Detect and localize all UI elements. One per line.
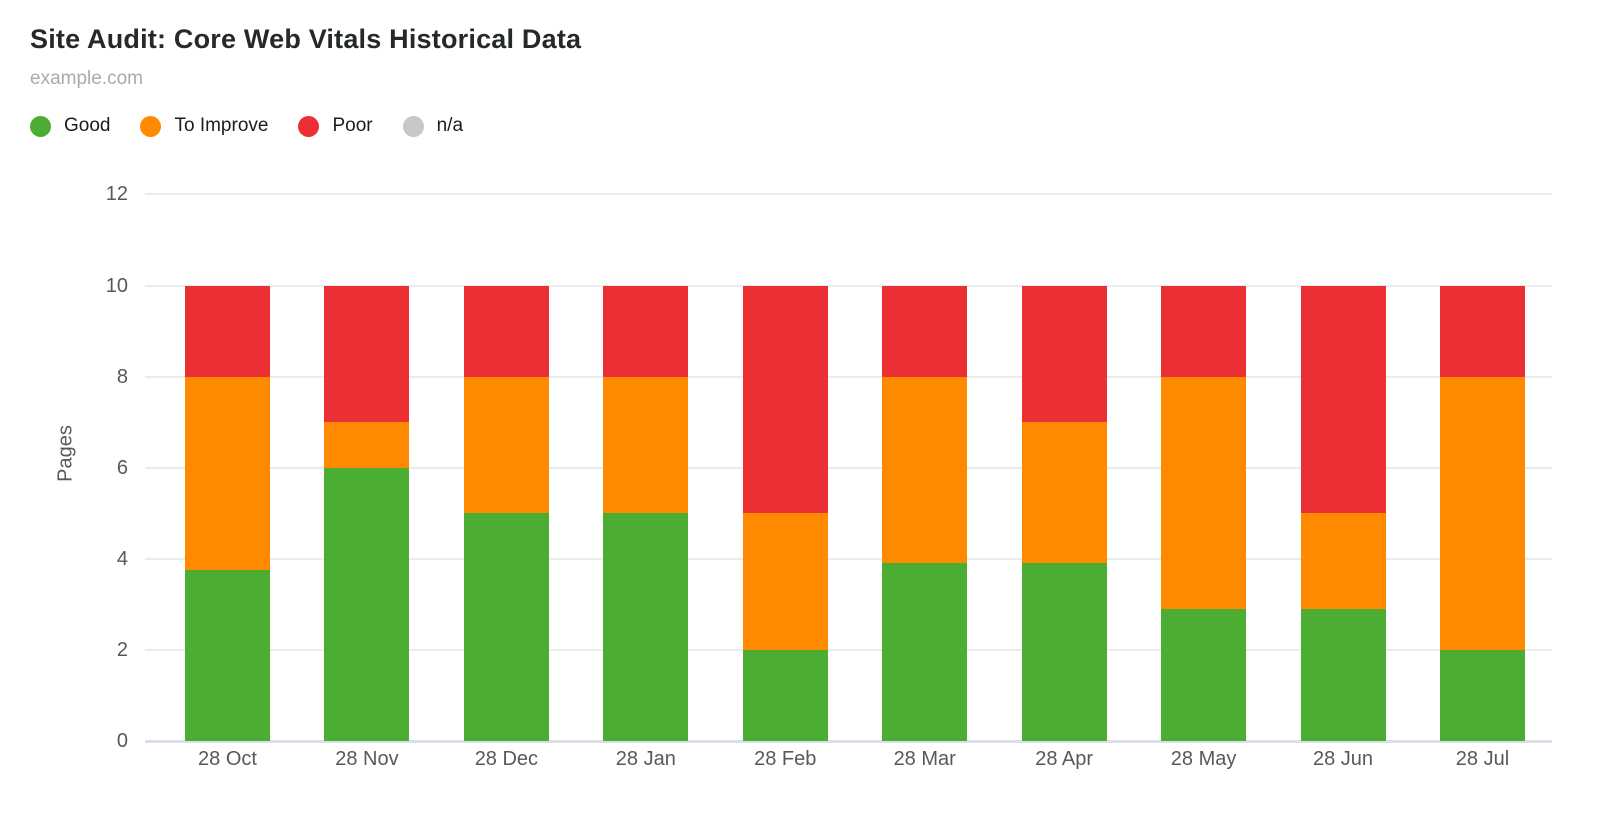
x-tick-label-28-nov: 28 Nov — [335, 748, 399, 770]
legend-item-to-improve[interactable]: To Improve — [140, 115, 268, 137]
bar-segment-poor-28-oct[interactable] — [185, 285, 270, 377]
page-subtitle: example.com — [30, 68, 143, 89]
bar-segment-good-28-may[interactable] — [1161, 608, 1247, 741]
bar-segment-good-28-dec[interactable] — [463, 513, 549, 741]
legend-item-poor[interactable]: Poor — [298, 115, 373, 137]
legend-item-n-a[interactable]: n/a — [402, 115, 464, 137]
x-tick-label-28-jul: 28 Jul — [1455, 748, 1510, 770]
x-tick-label-28-dec: 28 Dec — [474, 748, 539, 770]
x-tick-label-28-feb: 28 Feb — [754, 748, 817, 770]
bar-segment-good-28-jan[interactable] — [603, 513, 689, 741]
bar-segment-poor-28-feb[interactable] — [742, 285, 828, 514]
bar-segment-to-improve-28-dec[interactable] — [463, 376, 549, 514]
bar-segment-to-improve-28-jun[interactable] — [1300, 513, 1386, 609]
gridline-y8 — [145, 375, 1552, 378]
bar-segment-to-improve-28-nov[interactable] — [324, 422, 410, 468]
bar-segment-poor-28-mar[interactable] — [882, 285, 968, 377]
bar-segment-poor-28-apr[interactable] — [1021, 285, 1107, 423]
legend-label: n/a — [436, 115, 464, 136]
bar-segment-poor-28-jun[interactable] — [1300, 285, 1386, 514]
bar-segment-good-28-mar[interactable] — [882, 563, 968, 741]
bar-segment-good-28-apr[interactable] — [1021, 563, 1107, 741]
bar-segment-good-28-nov[interactable] — [324, 467, 410, 741]
bar-segment-to-improve-28-may[interactable] — [1161, 376, 1247, 609]
x-tick-label-28-mar: 28 Mar — [893, 748, 956, 770]
gridline-y6 — [145, 466, 1552, 469]
legend: Good To Improve Poor n/a — [30, 115, 463, 137]
legend-dot-icon — [298, 115, 320, 137]
legend-label: Poor — [332, 115, 373, 136]
bar-segment-to-improve-28-mar[interactable] — [882, 376, 968, 564]
legend-dot-icon — [402, 115, 424, 137]
bar-segment-good-28-jun[interactable] — [1300, 608, 1386, 741]
gridline-y2 — [145, 648, 1552, 651]
x-tick-label-28-oct: 28 Oct — [198, 748, 257, 770]
gridline-y10 — [145, 284, 1552, 287]
gridline-y12 — [145, 193, 1552, 196]
legend-label: Good — [64, 115, 111, 136]
y-tick-label-12: 12 — [105, 183, 128, 206]
y-tick-label-0: 0 — [116, 730, 128, 752]
bar-segment-to-improve-28-feb[interactable] — [742, 513, 828, 650]
legend-dot-icon — [140, 115, 162, 137]
bar-segment-good-28-feb[interactable] — [742, 649, 828, 741]
legend-label: To Improve — [174, 115, 269, 136]
bar-segment-poor-28-may[interactable] — [1161, 285, 1247, 377]
y-tick-label-10: 10 — [105, 274, 128, 297]
bar-segment-poor-28-nov[interactable] — [324, 285, 410, 423]
y-tick-label-8: 8 — [116, 365, 128, 388]
bar-segment-poor-28-jul[interactable] — [1439, 285, 1525, 377]
y-tick-label-6: 6 — [116, 456, 128, 479]
x-tick-label-28-jan: 28 Jan — [615, 748, 676, 770]
page-title: Site Audit: Core Web Vitals Historical D… — [30, 24, 582, 54]
bar-segment-good-28-jul[interactable] — [1439, 649, 1525, 741]
y-tick-label-2: 2 — [116, 638, 128, 661]
y-axis-title: Pages — [54, 425, 77, 482]
y-tick-label-4: 4 — [116, 547, 128, 570]
bar-segment-to-improve-28-apr[interactable] — [1021, 422, 1107, 564]
bar-segment-poor-28-jan[interactable] — [603, 285, 689, 377]
bar-segment-to-improve-28-oct[interactable] — [185, 376, 270, 571]
x-tick-label-28-apr: 28 Apr — [1035, 748, 1094, 770]
bar-segment-poor-28-dec[interactable] — [463, 285, 549, 377]
x-axis-line — [145, 740, 1552, 743]
legend-item-good[interactable]: Good — [30, 115, 110, 137]
x-tick-label-28-jun: 28 Jun — [1312, 748, 1374, 770]
gridline-y4 — [145, 557, 1552, 560]
x-tick-label-28-may: 28 May — [1170, 748, 1237, 770]
bar-segment-to-improve-28-jul[interactable] — [1439, 376, 1525, 650]
bar-segment-to-improve-28-jan[interactable] — [603, 376, 689, 514]
bar-segment-good-28-oct[interactable] — [185, 570, 270, 741]
legend-dot-icon — [30, 115, 51, 137]
